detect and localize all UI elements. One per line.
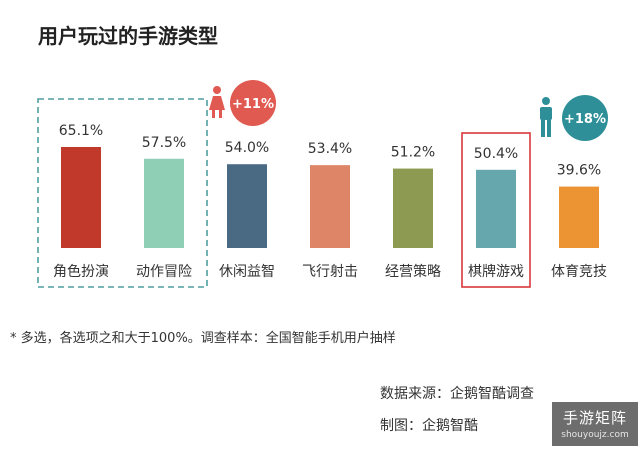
- male-icon: [542, 97, 550, 105]
- female-badge-label: +11%: [232, 97, 274, 112]
- male-icon-body: [540, 107, 552, 120]
- value-label-4: 53.4%: [308, 141, 352, 157]
- chart-title: 用户玩过的手游类型: [38, 24, 218, 48]
- category-label-4: 飞行射击: [302, 264, 358, 280]
- footnote: * 多选，各选项之和大于100%。调查样本：全国智能手机用户抽样: [10, 331, 396, 346]
- female-icon-body: [209, 96, 225, 110]
- male-icon-leg-left: [541, 119, 545, 137]
- female-icon: [213, 86, 221, 94]
- female-badge: [230, 80, 276, 126]
- value-label-7: 39.6%: [557, 163, 601, 179]
- male-icon-leg-right: [547, 119, 551, 137]
- category-label-3: 休闲益智: [219, 264, 275, 280]
- chart-credit: 制图：企鹅智酷: [380, 418, 478, 434]
- category-label-7: 体育竞技: [551, 263, 607, 280]
- female-icon-leg-right: [219, 110, 222, 118]
- bar-7: [559, 186, 599, 248]
- value-label-1: 65.1%: [59, 123, 103, 139]
- bar-3: [227, 164, 267, 248]
- category-label-1: 角色扮演: [53, 263, 109, 280]
- bar-6: [476, 169, 516, 248]
- watermark-name: 手游矩阵: [562, 409, 627, 427]
- highlight-box-female: [37, 98, 208, 288]
- bar-5: [393, 168, 433, 248]
- value-label-6: 50.4%: [474, 146, 518, 162]
- category-label-6: 棋牌游戏: [468, 263, 524, 280]
- male-badge-label: +18%: [564, 112, 606, 127]
- bar-2: [144, 158, 184, 248]
- bar-chart: 65.1% 角色扮演 57.5% 动作冒险 54.0% 休闲益智 53.4% 飞行射击 51.2…: [37, 80, 608, 288]
- category-label-5: 经营策略: [385, 263, 441, 280]
- male-badge: [562, 95, 608, 141]
- data-source: 数据来源：企鹅智酷调查: [380, 386, 534, 402]
- female-icon-leg-left: [212, 110, 215, 118]
- value-label-2: 57.5%: [142, 135, 186, 151]
- watermark-url: shouyoujz.com: [561, 430, 629, 440]
- highlight-box-male: [461, 132, 531, 288]
- bar-1: [61, 147, 101, 248]
- category-label-2: 动作冒险: [136, 264, 192, 280]
- value-label-3: 54.0%: [225, 140, 269, 156]
- bar-4: [310, 165, 350, 248]
- watermark: 手游矩阵 shouyoujz.com: [552, 402, 638, 446]
- value-label-5: 51.2%: [391, 145, 435, 161]
